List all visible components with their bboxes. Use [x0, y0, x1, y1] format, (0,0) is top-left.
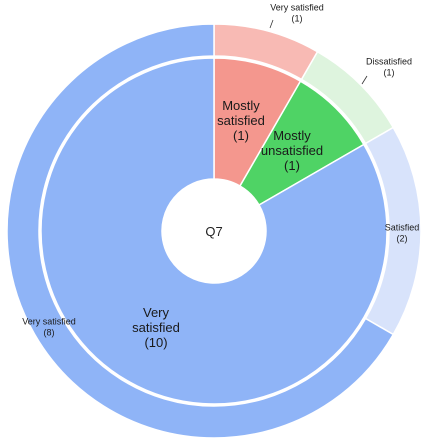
outer-leader-line-0 — [269, 19, 274, 29]
outer-label-2: Satisfied (2) — [385, 223, 420, 244]
outer-leader-line-1 — [361, 75, 368, 85]
outer-slice-3 — [6, 23, 395, 439]
inner-label-0: Mostly satisfied (1) — [217, 98, 265, 143]
inner-label-2: Very satisfied (10) — [132, 305, 180, 350]
inner-label-1: Mostly unsatisfied (1) — [261, 128, 323, 173]
center-hole — [162, 179, 266, 283]
center-label: Q7 — [205, 224, 222, 239]
outer-label-1: Dissatisfied (1) — [366, 57, 412, 78]
outer-label-0: Very satisfied (1) — [270, 3, 324, 24]
outer-label-3: Very satisfied (8) — [22, 317, 76, 338]
